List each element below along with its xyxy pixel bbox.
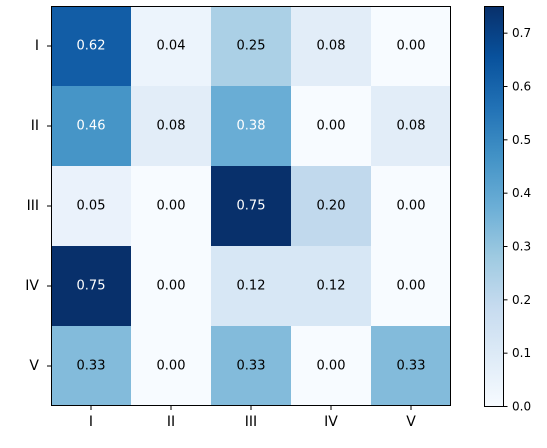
cell-value-label: 0.75 bbox=[77, 279, 106, 294]
colorbar-tick-label: 0.4 bbox=[512, 186, 531, 200]
cell-value-label: 0.08 bbox=[397, 119, 426, 134]
heatmap-cell bbox=[211, 6, 291, 86]
heatmap-cell bbox=[371, 86, 451, 166]
colorbar-tick-label: 0.2 bbox=[512, 293, 531, 307]
x-tick-label: IV bbox=[324, 414, 338, 430]
heatmap-cell bbox=[371, 6, 451, 86]
cell-value-label: 0.33 bbox=[397, 359, 426, 374]
cell-value-label: 0.20 bbox=[317, 199, 346, 214]
colorbar-ticks: 0.0 0.1 0.2 0.3 0.4 0.5 0.6 0.7 bbox=[503, 26, 531, 414]
plot-frame bbox=[51, 6, 451, 406]
y-tick-label: IV bbox=[25, 278, 39, 294]
cell-value-label: 0.04 bbox=[157, 39, 186, 54]
y-tick-label: I bbox=[35, 38, 39, 54]
heatmap-cell bbox=[291, 326, 371, 406]
cell-value-label: 0.00 bbox=[157, 279, 186, 294]
cell-value-label: 0.00 bbox=[317, 119, 346, 134]
y-tick-label: V bbox=[29, 358, 39, 374]
cell-value-label: 0.08 bbox=[317, 39, 346, 54]
colorbar-tick-label: 0.6 bbox=[512, 80, 531, 94]
heatmap-cell bbox=[51, 246, 131, 326]
cell-value-label: 0.08 bbox=[157, 119, 186, 134]
cell-value-label: 0.38 bbox=[237, 119, 266, 134]
heatmap-cell bbox=[131, 326, 211, 406]
colorbar-tick-label: 0.3 bbox=[512, 240, 531, 254]
colorbar bbox=[484, 6, 504, 407]
x-axis-ticks: I II III IV V bbox=[89, 406, 416, 430]
heatmap-cell bbox=[211, 166, 291, 246]
cell-value-label: 0.46 bbox=[77, 119, 106, 134]
colorbar-tick-label: 0.1 bbox=[512, 346, 531, 360]
heatmap-cell bbox=[51, 326, 131, 406]
colorbar-tick-label: 0.5 bbox=[512, 133, 531, 147]
cell-value-label: 0.33 bbox=[237, 359, 266, 374]
cell-value-label: 0.33 bbox=[77, 359, 106, 374]
cell-value-label: 0.05 bbox=[77, 199, 106, 214]
heatmap-cell bbox=[371, 326, 451, 406]
cell-value-label: 0.62 bbox=[77, 39, 106, 54]
heatmap-cell bbox=[211, 86, 291, 166]
cell-value-label: 0.00 bbox=[397, 279, 426, 294]
heatmap-cell bbox=[51, 166, 131, 246]
heatmap-cell bbox=[131, 86, 211, 166]
heatmap-cell bbox=[131, 246, 211, 326]
heatmap-cell bbox=[211, 246, 291, 326]
y-tick-label: II bbox=[31, 118, 39, 134]
cell-value-label: 0.12 bbox=[237, 279, 266, 294]
heatmap-cell bbox=[291, 86, 371, 166]
heatmap-cell-labels: 0.62 0.04 0.25 0.08 0.00 0.46 0.08 0.38 0.00 0.08… bbox=[77, 39, 426, 374]
x-tick-label: III bbox=[245, 414, 257, 430]
heatmap-cell bbox=[291, 246, 371, 326]
colorbar-tick-label: 0.0 bbox=[512, 400, 531, 414]
x-tick-label: II bbox=[167, 414, 175, 430]
cell-value-label: 0.00 bbox=[157, 199, 186, 214]
heatmap-cell bbox=[371, 246, 451, 326]
heatmap-cell bbox=[131, 166, 211, 246]
x-tick-label: I bbox=[89, 414, 93, 430]
x-tick-label: V bbox=[406, 414, 416, 430]
cell-value-label: 0.12 bbox=[317, 279, 346, 294]
heatmap-cell bbox=[51, 6, 131, 86]
cell-value-label: 0.00 bbox=[317, 359, 346, 374]
heatmap-cell bbox=[51, 86, 131, 166]
cell-value-label: 0.25 bbox=[237, 39, 266, 54]
cell-value-label: 0.00 bbox=[397, 199, 426, 214]
heatmap-cell bbox=[291, 6, 371, 86]
cell-value-label: 0.00 bbox=[397, 39, 426, 54]
heatmap-cell bbox=[371, 166, 451, 246]
y-tick-label: III bbox=[27, 198, 39, 214]
heatmap-cell bbox=[211, 326, 291, 406]
heatmap-cells bbox=[51, 6, 451, 406]
cell-value-label: 0.75 bbox=[237, 199, 266, 214]
heatmap-cell bbox=[131, 6, 211, 86]
cell-value-label: 0.00 bbox=[157, 359, 186, 374]
colorbar-tick-label: 0.7 bbox=[512, 26, 531, 40]
heatmap-cell bbox=[291, 166, 371, 246]
